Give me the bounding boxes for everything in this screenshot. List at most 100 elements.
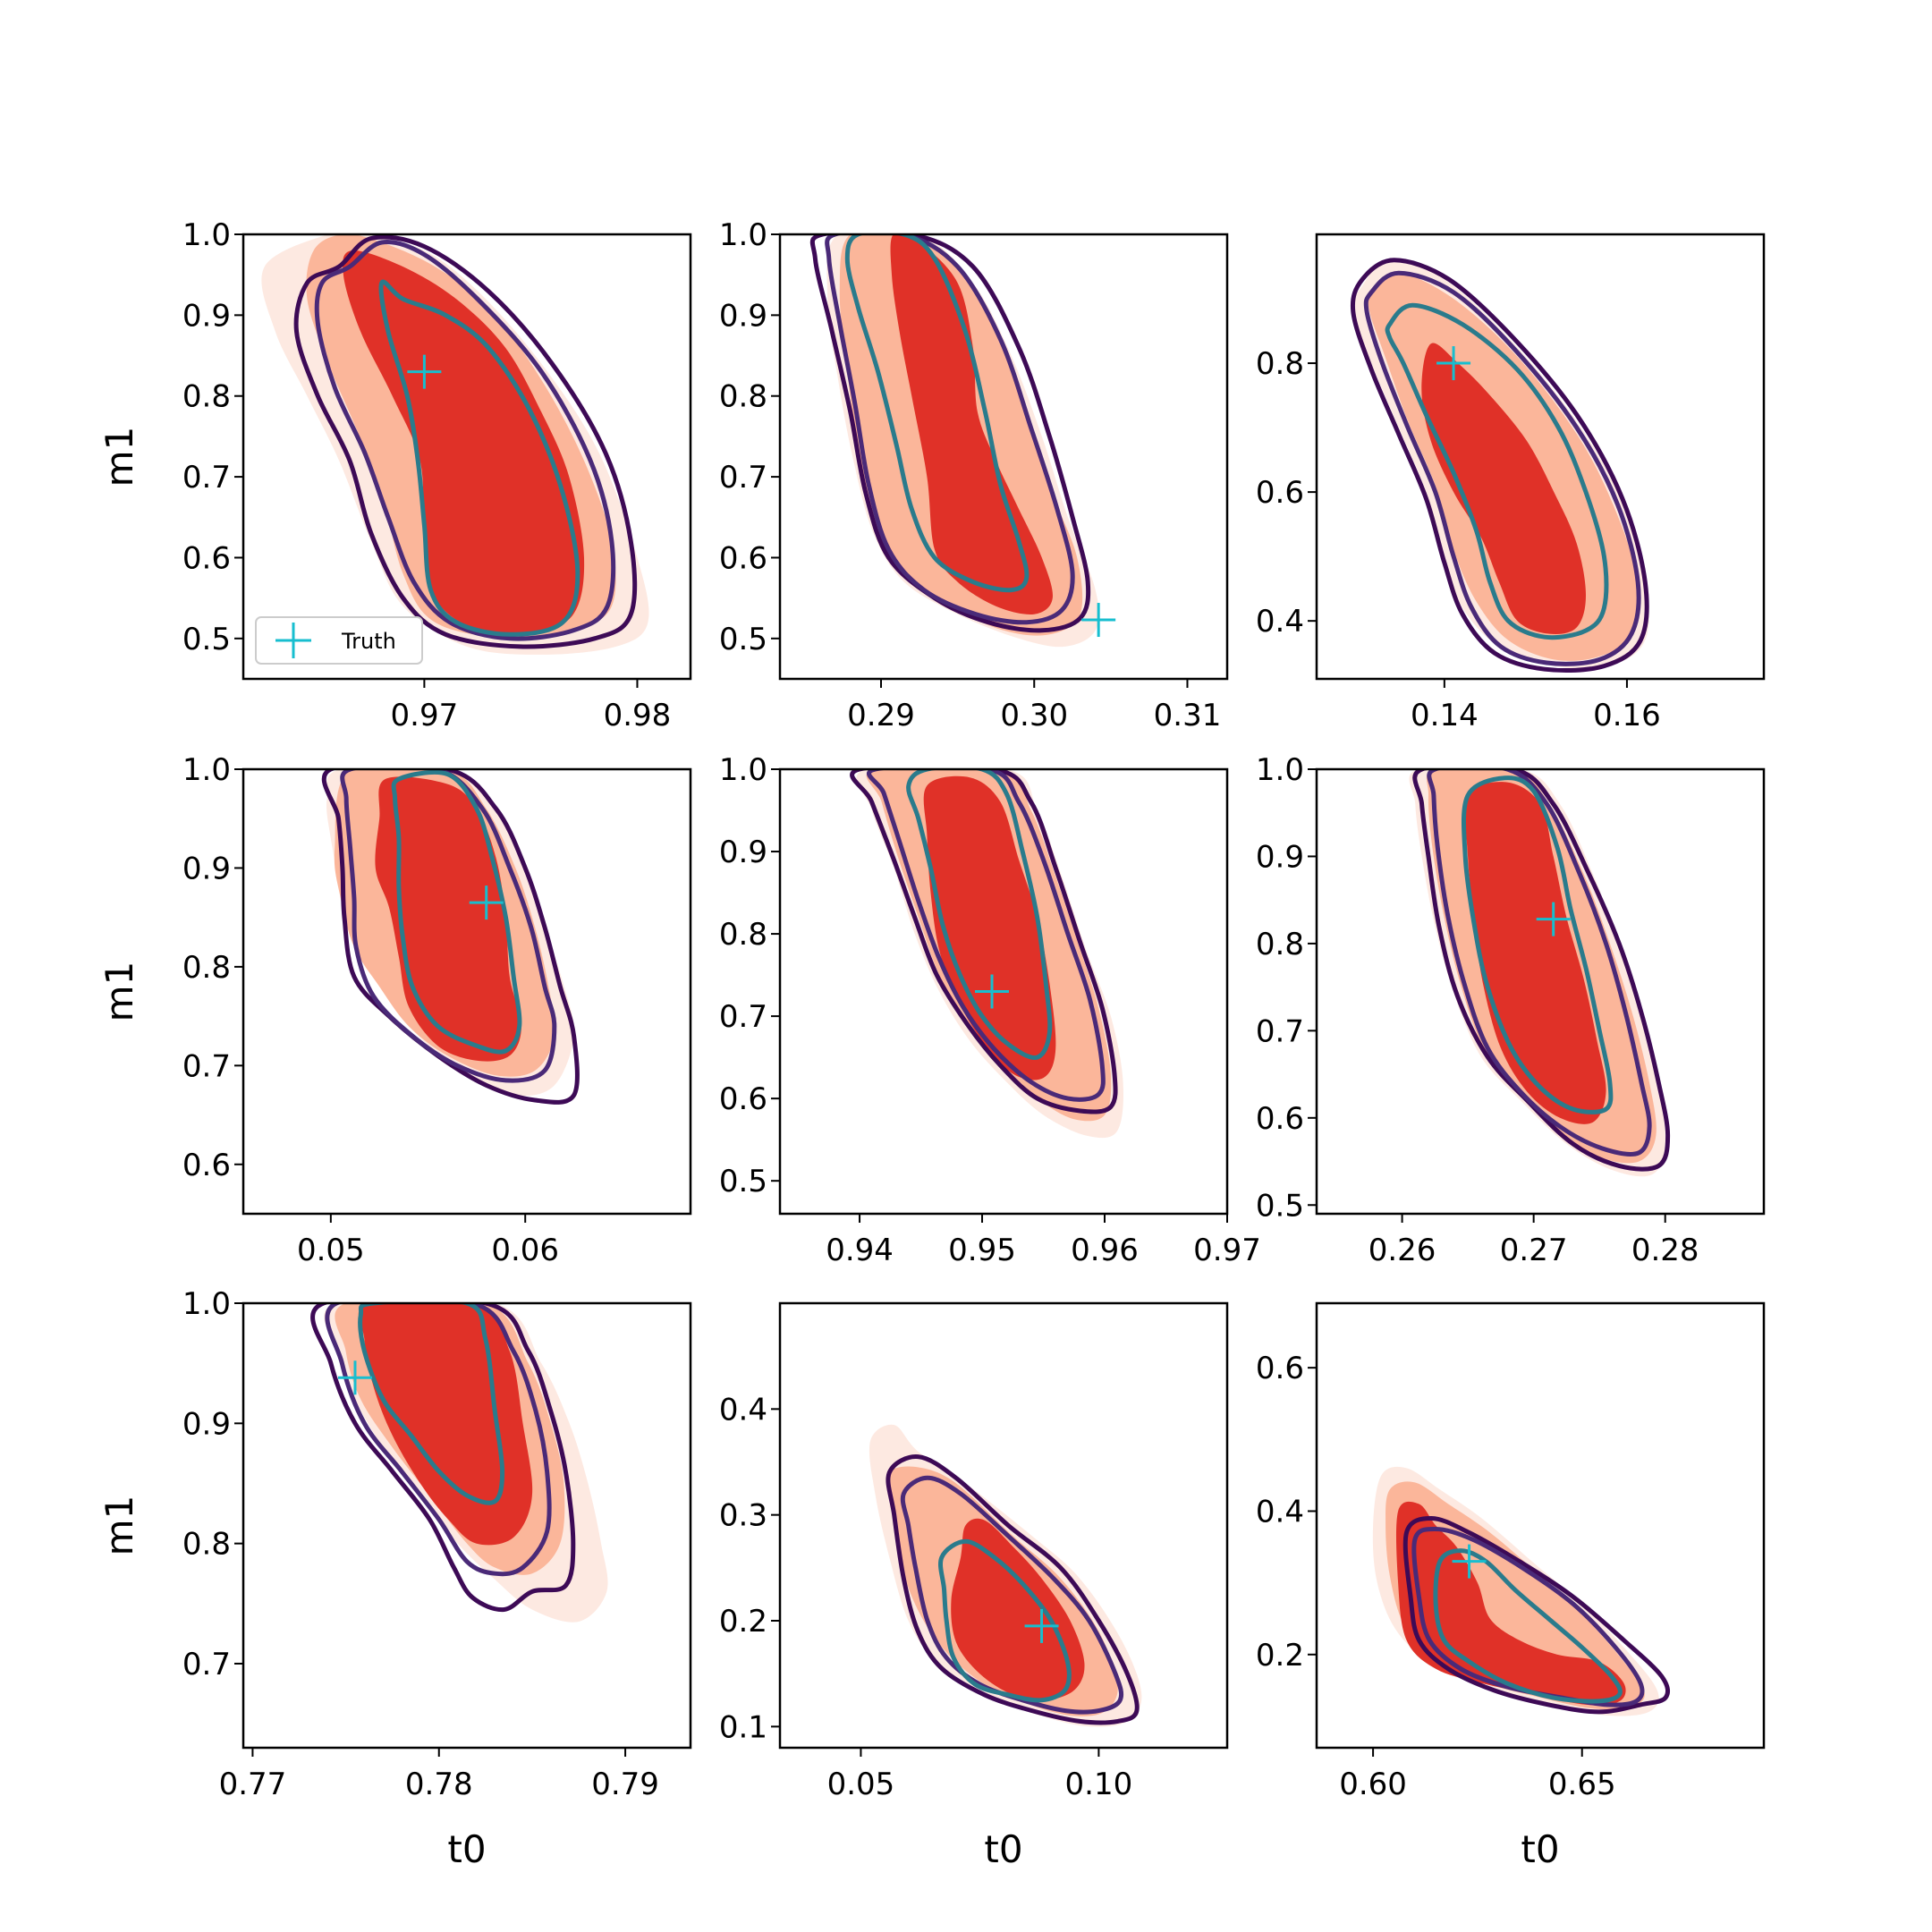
y-tick-label: 0.4 [1256,1494,1304,1530]
axes-frame [1315,1301,1766,1750]
axes-frame [1315,767,1766,1216]
y-tick-label: 0.8 [719,917,767,953]
y-tick-label: 0.7 [182,460,231,496]
contour-line-mid [1411,1526,1645,1707]
y-tick-label: 0.7 [719,999,767,1035]
panel-7-plot-area [869,1424,1142,1727]
axes-frame [778,233,1229,681]
y-tick-label: 0.8 [182,379,231,415]
x-tick-label: 0.06 [491,1233,559,1268]
panel-0-plot-area [261,234,649,655]
contour-line-mid [340,769,557,1083]
contour-line-outer [293,234,638,649]
contour-line-inner [937,1538,1072,1703]
panel-7: 0.05 0.10 0.1 0.2 0.3 0.4 t0 [719,1301,1229,1871]
density-fill-inner [343,250,585,636]
y-tick-label: 0.8 [719,379,767,415]
axes-frame [242,233,692,681]
axes-frame [242,767,692,1216]
x-tick-label: 0.97 [391,698,459,733]
legend-box [255,616,423,665]
density-fill-inner [1421,343,1586,635]
y-tick-label: 0.6 [719,540,767,576]
x-tick-label: 0.79 [591,1767,659,1802]
x-tick-label: 0.78 [405,1767,473,1802]
contour-line-mid [325,1303,552,1577]
legend-truth-marker [275,623,311,658]
axes-frame [778,767,1229,1216]
x-tick-label: 0.97 [1193,1233,1261,1268]
contour-line-mid [900,1475,1124,1715]
contour-line-outer [809,234,1091,633]
y-tick-label: 0.7 [182,1048,231,1084]
y-tick-label: 1.0 [182,1286,231,1322]
y-tick-label: 0.7 [719,460,767,496]
contour-line-mid [866,769,1106,1102]
contour-line-outer [1350,258,1649,674]
x-tick-label: 0.30 [1000,698,1068,733]
contour-line-inner [358,1303,505,1505]
panel-6-plot-area [310,1303,608,1623]
x-axis-title: t0 [1521,1827,1559,1871]
panel-3: 0.05 0.06 0.6 0.7 0.8 0.9 1.0 m1 [97,752,692,1268]
x-tick-label: 0.05 [297,1233,365,1268]
contour-line-inner [378,279,580,637]
y-tick-label: 0.6 [1256,1101,1304,1137]
contour-line-inner [1461,775,1614,1114]
y-tick-label: 0.6 [182,1148,231,1183]
y-tick-label: 0.6 [1256,1351,1304,1386]
panel-1-plot-area [809,234,1099,648]
y-tick-label: 0.8 [1256,927,1304,962]
x-axis-title: t0 [447,1827,486,1871]
panel-3-plot-area [321,769,580,1105]
truth-marker [974,974,1009,1009]
axes-frame [778,1301,1229,1750]
x-tick-label: 0.14 [1411,698,1479,733]
axes-frame [242,1301,692,1750]
y-axis-title: m1 [97,427,141,487]
x-tick-label: 0.26 [1368,1233,1436,1268]
density-fill-inner [951,1518,1085,1701]
y-tick-label: 0.8 [1256,346,1304,382]
y-tick-label: 0.1 [719,1709,767,1745]
x-tick-label: 0.95 [948,1233,1016,1268]
y-tick-label: 0.6 [182,540,231,576]
panel-2: 0.14 0.16 0.4 0.6 0.8 [1256,233,1766,733]
x-tick-label: 0.65 [1548,1767,1616,1802]
contour-line-outer [886,1454,1140,1725]
x-tick-label: 0.60 [1339,1767,1407,1802]
y-tick-label: 0.9 [182,851,231,886]
x-tick-label: 0.16 [1593,698,1661,733]
contour-line-mid [1427,769,1652,1157]
y-tick-label: 0.9 [182,1406,231,1442]
y-tick-label: 1.0 [719,217,767,253]
y-tick-label: 0.2 [1256,1638,1304,1674]
contour-line-outer [850,769,1118,1114]
x-tick-label: 0.31 [1154,698,1222,733]
x-tick-label: 0.96 [1071,1233,1139,1268]
contour-line-inner [1385,302,1609,640]
x-tick-label: 0.10 [1065,1767,1133,1802]
panel-2-plot-area [1350,258,1649,674]
panel-6: 0.77 0.78 0.79 0.7 0.8 0.9 1.0 t0 m1 [97,1286,692,1871]
truth-marker [1024,1608,1059,1643]
panel-4: 0.94 0.95 0.96 0.97 0.5 0.6 0.7 0.8 0.9 1.0 [719,752,1261,1268]
y-tick-label: 0.7 [182,1647,231,1682]
panel-5: 0.26 0.27 0.28 0.5 0.6 0.7 0.8 0.9 1.0 [1256,752,1766,1268]
y-tick-label: 0.5 [719,622,767,657]
x-tick-label: 0.28 [1631,1233,1699,1268]
y-tick-label: 0.4 [1256,604,1304,640]
y-tick-label: 0.9 [719,298,767,334]
contour-line-mid [825,234,1075,625]
y-tick-label: 0.9 [182,298,231,334]
contour-line-mid [314,240,616,641]
y-tick-label: 1.0 [182,752,231,788]
contour-line-outer [310,1303,576,1613]
y-axis-title: m1 [97,962,141,1022]
y-tick-label: 1.0 [1256,752,1304,788]
y-tick-label: 0.2 [719,1604,767,1640]
y-tick-label: 0.4 [719,1392,767,1428]
panel-5-plot-area [1409,769,1671,1177]
x-tick-label: 0.05 [827,1767,895,1802]
